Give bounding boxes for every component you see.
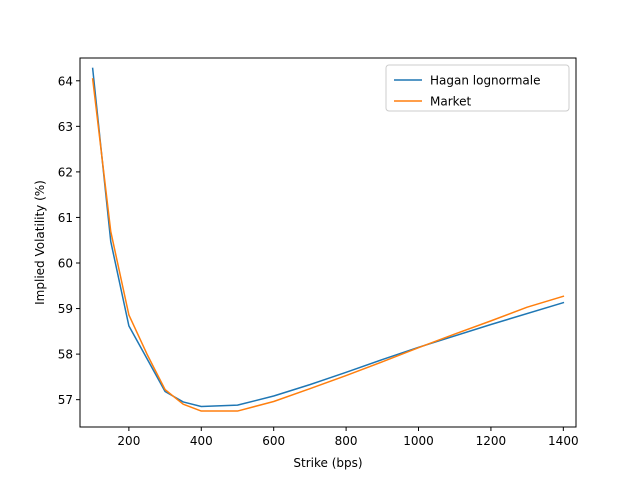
x-tick-label: 800 <box>335 434 358 448</box>
y-tick-label: 59 <box>58 302 73 316</box>
y-tick-label: 61 <box>58 211 73 225</box>
y-tick-label: 63 <box>58 120 73 134</box>
y-tick-label: 62 <box>58 165 73 179</box>
axes-frame <box>79 57 577 428</box>
y-tick-label: 60 <box>58 257 73 271</box>
legend-box <box>385 64 570 112</box>
legend: Hagan lognormale Market <box>385 64 570 112</box>
x-tick-label: 1400 <box>548 434 579 448</box>
legend-label: Market <box>430 95 472 109</box>
series-layer <box>91 67 565 412</box>
y-axis: 57 58 59 60 61 62 63 64 <box>58 74 80 407</box>
x-axis-label: Strike (bps) <box>293 456 362 470</box>
y-tick-label: 64 <box>58 74 73 88</box>
legend-label: Hagan lognormale <box>430 74 541 88</box>
x-tick-label: 200 <box>117 434 140 448</box>
plot-area <box>79 57 577 428</box>
series-line-2 <box>91 78 565 412</box>
x-tick-label: 1000 <box>403 434 434 448</box>
y-axis-label: Implied Volatility (%) <box>33 180 47 305</box>
series-line-1 <box>91 67 565 408</box>
y-tick-label: 58 <box>58 348 73 362</box>
x-tick-label: 600 <box>262 434 285 448</box>
x-tick-label: 1200 <box>476 434 507 448</box>
x-tick-label: 400 <box>190 434 213 448</box>
y-tick-label: 57 <box>58 393 73 407</box>
x-axis: 200 400 600 800 1000 1200 1400 <box>117 427 579 448</box>
